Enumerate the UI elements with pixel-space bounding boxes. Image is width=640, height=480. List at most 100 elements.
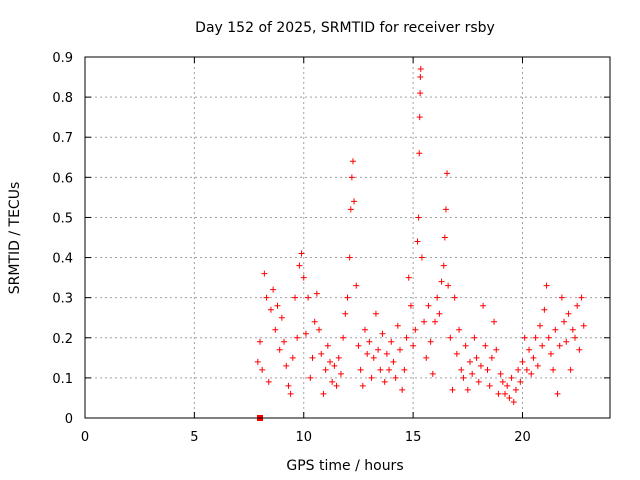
data-point	[545, 334, 552, 341]
data-point	[488, 354, 495, 361]
x-tick-label: 5	[190, 430, 198, 445]
data-point	[357, 366, 364, 373]
data-point	[451, 294, 458, 301]
y-tick-label: 0.6	[52, 171, 73, 186]
y-tick-label: 0.3	[52, 292, 73, 307]
data-point	[473, 354, 480, 361]
data-point	[331, 362, 338, 369]
data-point	[347, 206, 354, 213]
data-point	[580, 322, 587, 329]
data-point	[510, 398, 517, 405]
data-point	[397, 346, 403, 353]
data-point	[405, 274, 412, 281]
data-point	[254, 358, 261, 365]
data-point	[311, 318, 318, 325]
data-point	[324, 342, 331, 349]
data-point	[515, 366, 522, 373]
data-point	[539, 342, 546, 349]
chart-title: Day 152 of 2025, SRMTID for receiver rsb…	[195, 20, 495, 36]
y-tick-labels: 0 0.1 0.2 0.3 0.4 0.5 0.6 0.7 0.8 0.9	[52, 51, 73, 427]
data-point	[351, 198, 358, 205]
data-point	[569, 326, 576, 333]
data-point	[550, 366, 557, 373]
data-point	[453, 350, 460, 357]
data-point	[477, 362, 484, 369]
data-point	[302, 330, 309, 337]
data-point	[523, 366, 530, 373]
data-point	[285, 382, 292, 389]
data-point	[287, 390, 294, 397]
data-point	[410, 342, 417, 349]
data-point	[421, 318, 428, 325]
data-point	[375, 346, 382, 353]
data-point	[528, 370, 535, 377]
x-tick-label: 15	[405, 430, 422, 445]
data-point	[337, 370, 344, 377]
data-point	[567, 366, 574, 373]
data-point	[335, 354, 342, 361]
data-point	[414, 238, 421, 245]
data-point	[464, 386, 471, 393]
data-point	[318, 350, 325, 357]
data-point	[462, 342, 469, 349]
data-point	[502, 390, 508, 397]
data-point	[482, 342, 489, 349]
data-point	[257, 338, 263, 345]
data-point	[388, 338, 395, 345]
data-point	[504, 382, 511, 389]
data-point	[300, 274, 307, 281]
data-point	[495, 390, 502, 397]
data-point	[561, 318, 568, 325]
data-point	[322, 366, 329, 373]
data-point	[521, 334, 528, 341]
data-point	[316, 326, 323, 333]
data-point	[440, 262, 447, 269]
data-point	[574, 302, 581, 309]
data-point	[348, 174, 355, 181]
data-point	[467, 358, 473, 365]
data-point	[281, 338, 288, 345]
data-point	[471, 334, 478, 341]
data-point	[333, 382, 340, 389]
data-point	[344, 294, 351, 301]
y-tick-label: 0.2	[52, 332, 73, 347]
data-point	[558, 294, 565, 301]
data-point	[436, 310, 443, 317]
data-point	[530, 354, 537, 361]
data-point	[418, 254, 425, 261]
data-point	[442, 206, 449, 213]
data-point	[362, 326, 368, 333]
data-point	[493, 346, 500, 353]
data-point	[292, 294, 298, 301]
data-point	[305, 294, 312, 301]
data-point	[547, 350, 554, 357]
x-tick-label: 20	[514, 430, 531, 445]
data-point	[383, 350, 390, 357]
data-point	[394, 322, 401, 329]
data-point	[370, 354, 377, 361]
data-point	[460, 374, 467, 381]
x-tick-labels: 0 5 10 15 20	[81, 430, 531, 445]
y-tick-label: 0.1	[52, 372, 73, 387]
data-point	[534, 362, 541, 369]
data-point	[427, 338, 434, 345]
data-point	[552, 326, 559, 333]
data-point	[565, 310, 572, 317]
data-point	[342, 310, 349, 317]
data-point	[429, 370, 436, 377]
data-point	[283, 362, 290, 369]
y-tick-label: 0	[65, 412, 73, 427]
data-point	[480, 302, 487, 309]
data-point	[537, 322, 543, 329]
data-point	[444, 170, 451, 177]
data-point	[432, 318, 438, 325]
data-point	[484, 366, 491, 373]
data-point	[475, 378, 482, 385]
x-tick-label: 0	[81, 430, 89, 445]
y-tick-label: 0.4	[52, 252, 73, 267]
x-tick-label: 10	[295, 430, 312, 445]
data-point	[307, 374, 314, 381]
data-point	[366, 338, 373, 345]
data-point	[532, 334, 539, 341]
data-point	[270, 286, 277, 293]
